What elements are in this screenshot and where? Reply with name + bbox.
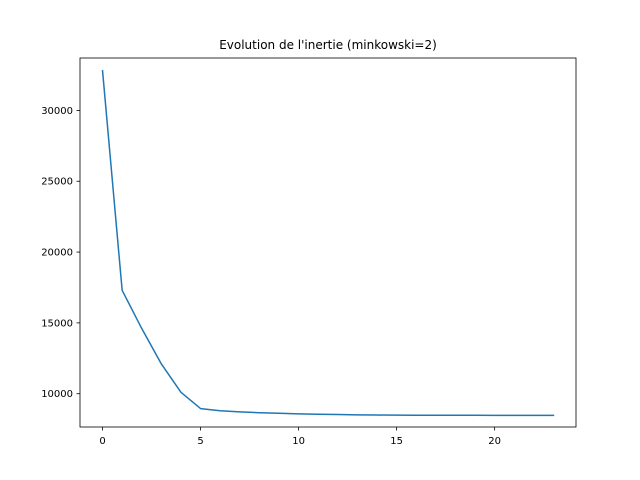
chart-title: Evolution de l'inertie (minkowski=2)	[219, 38, 437, 52]
plot-frame	[79, 57, 577, 428]
y-tick-label: 10000	[41, 389, 73, 400]
x-tick-label: 15	[390, 436, 403, 447]
y-tick-label: 30000	[41, 106, 73, 117]
y-axis-ticks: 10000 15000 20000 25000 30000	[41, 106, 80, 400]
x-axis-ticks: 0 5 10 15 20	[99, 427, 501, 447]
series-line	[101, 69, 555, 417]
y-tick-label: 15000	[41, 318, 73, 329]
plot-series	[101, 69, 555, 417]
x-tick-label: 0	[99, 436, 105, 447]
x-tick-label: 5	[197, 436, 203, 447]
x-tick-label: 10	[292, 436, 305, 447]
x-tick-label: 20	[488, 436, 501, 447]
y-tick-label: 20000	[41, 248, 73, 259]
y-tick-label: 25000	[41, 177, 73, 188]
